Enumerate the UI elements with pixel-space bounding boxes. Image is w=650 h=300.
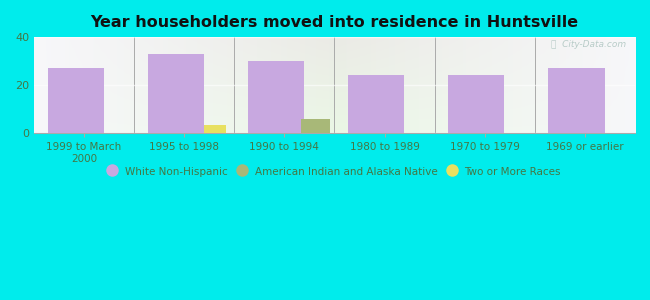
Text: ⓘ  City-Data.com: ⓘ City-Data.com xyxy=(551,40,626,49)
Bar xyxy=(204,125,226,133)
Bar xyxy=(148,54,204,133)
Bar xyxy=(448,75,504,133)
Bar xyxy=(348,75,404,133)
Bar xyxy=(47,68,104,133)
Bar xyxy=(301,119,330,133)
Bar xyxy=(248,61,304,133)
Legend: White Non-Hispanic, American Indian and Alaska Native, Two or More Races: White Non-Hispanic, American Indian and … xyxy=(104,162,565,181)
Bar xyxy=(549,68,605,133)
Title: Year householders moved into residence in Huntsville: Year householders moved into residence i… xyxy=(90,15,578,30)
